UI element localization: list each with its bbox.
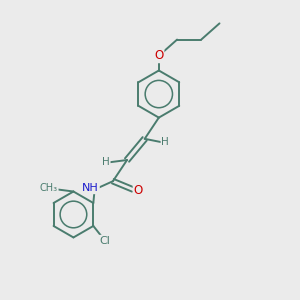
Text: O: O bbox=[154, 49, 164, 62]
Text: NH: NH bbox=[82, 183, 99, 193]
Text: Cl: Cl bbox=[100, 236, 110, 246]
Text: H: H bbox=[102, 158, 110, 167]
Text: CH₃: CH₃ bbox=[40, 183, 58, 193]
Text: H: H bbox=[161, 137, 169, 147]
Text: O: O bbox=[134, 184, 143, 197]
